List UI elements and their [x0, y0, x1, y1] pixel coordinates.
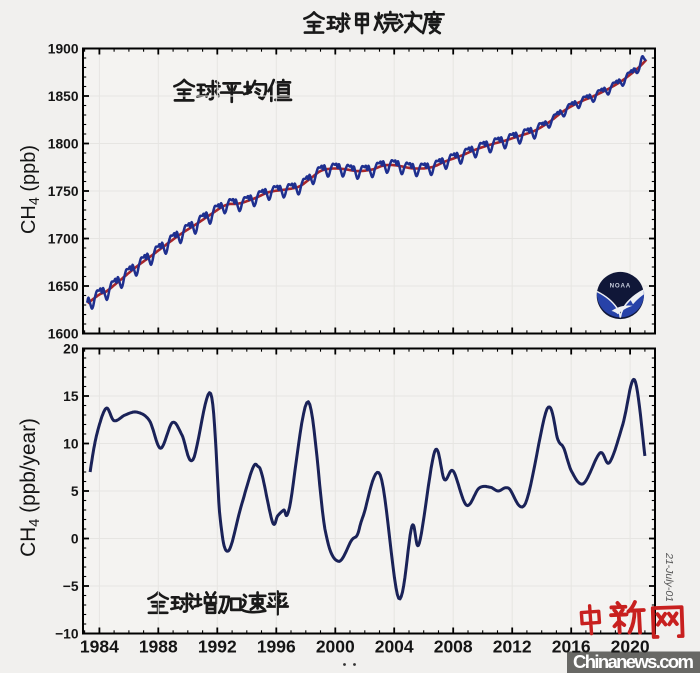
svg-text:20: 20	[63, 341, 79, 356]
svg-text:15: 15	[63, 389, 79, 404]
svg-text:21-July-01: 21-July-01	[663, 552, 675, 602]
svg-text:1988: 1988	[139, 637, 178, 657]
svg-text:10: 10	[63, 436, 79, 451]
svg-text:1984: 1984	[80, 637, 119, 657]
svg-text:2000: 2000	[316, 637, 355, 657]
svg-text:1750: 1750	[48, 184, 79, 199]
svg-text:2016: 2016	[552, 637, 591, 657]
svg-text:1992: 1992	[198, 637, 237, 657]
svg-text:CH4 (ppb): CH4 (ppb)	[18, 145, 43, 234]
svg-text:2004: 2004	[375, 637, 414, 657]
svg-text:−10: −10	[55, 626, 79, 641]
svg-text:1800: 1800	[48, 136, 79, 151]
svg-text:Chinanews.com: Chinanews.com	[573, 651, 694, 672]
svg-text:1650: 1650	[48, 279, 79, 294]
svg-text:CH4 (ppb/year): CH4 (ppb/year)	[17, 418, 43, 557]
svg-text:2008: 2008	[434, 637, 473, 657]
svg-text:−5: −5	[63, 579, 79, 594]
svg-text:1900: 1900	[48, 41, 79, 56]
svg-text:1600: 1600	[48, 326, 79, 341]
svg-text:2012: 2012	[493, 637, 532, 657]
svg-text:1850: 1850	[48, 89, 79, 104]
svg-text:1996: 1996	[257, 637, 296, 657]
svg-text:0: 0	[71, 531, 79, 546]
svg-text:5: 5	[71, 484, 79, 499]
svg-text:1700: 1700	[48, 231, 79, 246]
svg-text:NOAA: NOAA	[610, 283, 631, 290]
svg-text:2020: 2020	[611, 637, 650, 657]
